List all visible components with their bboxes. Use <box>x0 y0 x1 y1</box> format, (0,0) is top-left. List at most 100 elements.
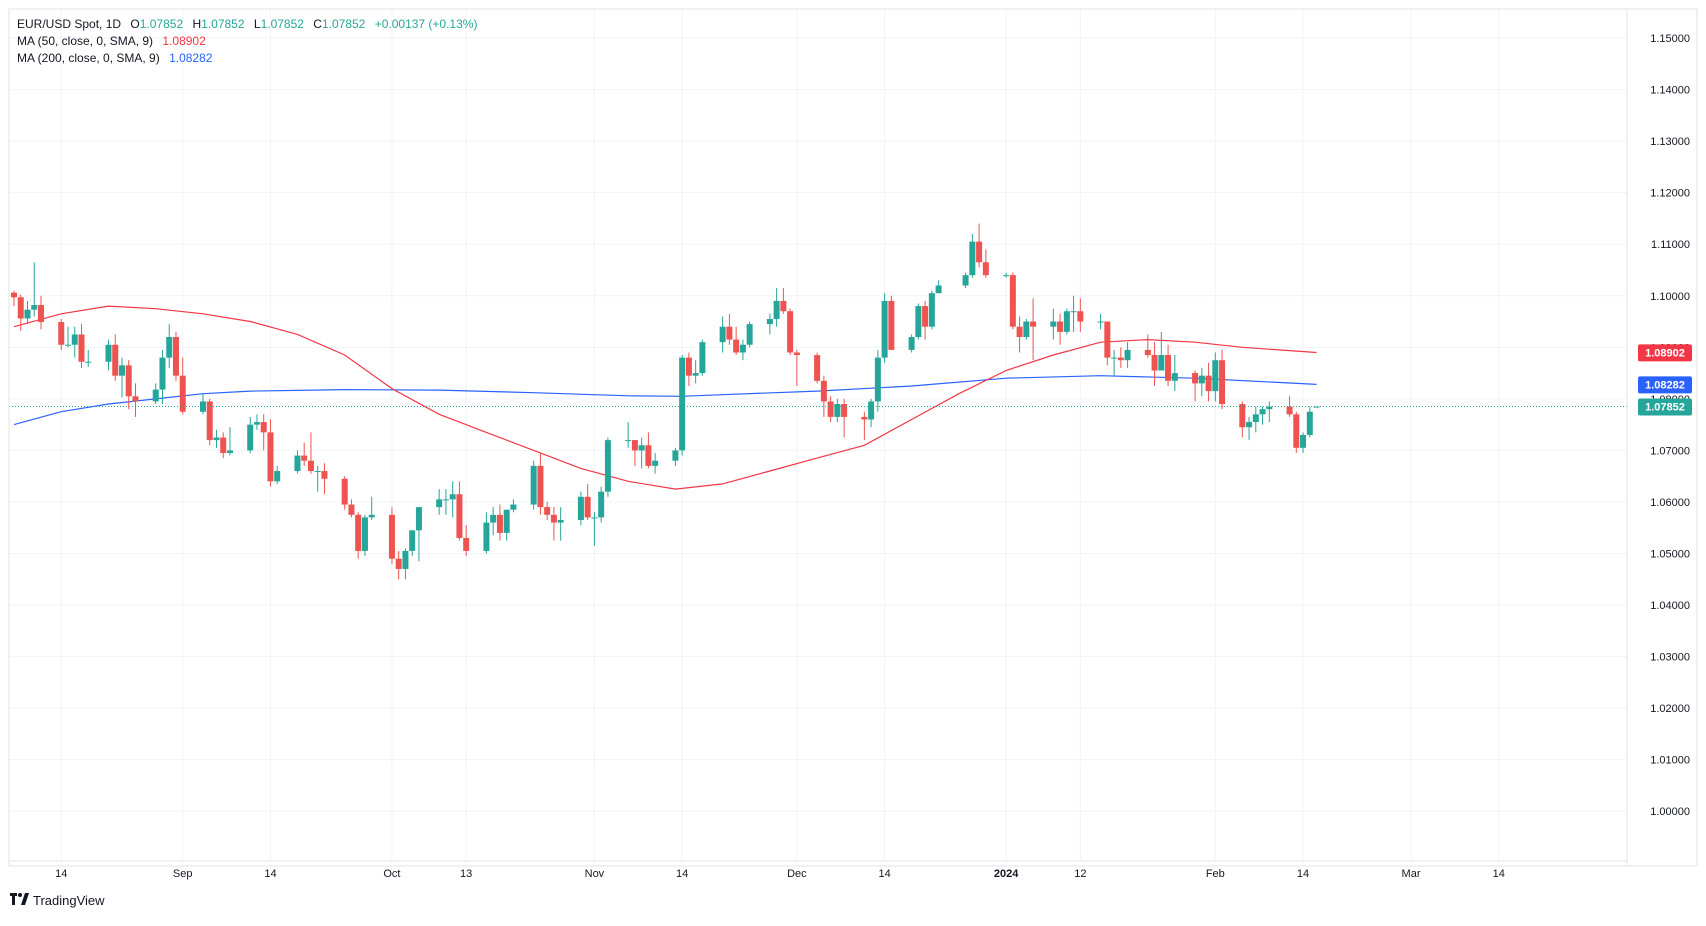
candle-body <box>922 306 929 327</box>
candle-up <box>1306 406 1313 438</box>
candle-up <box>152 383 159 405</box>
legend-open: 1.07852 <box>139 17 184 31</box>
x-tick-label: 13 <box>460 868 472 880</box>
legend-high: 1.07852 <box>201 17 245 31</box>
candle-body <box>368 514 375 518</box>
candle-down <box>132 383 139 417</box>
candle-up <box>834 398 841 423</box>
legend-ma50-value: 1.08902 <box>162 34 206 48</box>
candle-up <box>510 499 517 513</box>
candle-body <box>1300 434 1307 448</box>
candle-body <box>1158 355 1165 371</box>
candle-body <box>1306 411 1313 435</box>
candle-down <box>17 294 24 331</box>
candle-body <box>557 519 564 523</box>
candle-up <box>1158 331 1165 371</box>
candle-up <box>490 507 497 536</box>
candle-up <box>1097 313 1104 330</box>
candle-up <box>24 300 31 325</box>
candle-down <box>1104 321 1111 366</box>
candle-up <box>557 507 564 541</box>
candle-body <box>652 460 659 466</box>
candle-down <box>1239 401 1246 438</box>
candle-body <box>294 455 301 472</box>
candle-up <box>962 272 969 289</box>
candle-up <box>314 465 321 492</box>
price-label-bg <box>1638 376 1692 394</box>
candle-body <box>692 373 699 376</box>
candle-body <box>1171 373 1178 381</box>
candle-body <box>132 396 139 402</box>
candle-up <box>604 437 611 497</box>
y-tick-label: 1.13000 <box>1650 136 1690 148</box>
legend-symbol-row[interactable]: EUR/USD Spot, 1D O1.07852 H1.07852 L1.07… <box>17 16 477 33</box>
candle-down <box>267 419 274 487</box>
x-tick-label: 14 <box>1297 868 1309 880</box>
candle-up <box>253 414 260 430</box>
candle-body <box>530 465 537 505</box>
legend-symbol[interactable]: EUR/USD Spot, 1D <box>17 17 122 31</box>
candle-down <box>1077 298 1084 332</box>
candle-body <box>1003 275 1010 277</box>
price-label-ma-200: 1.08282 <box>1638 376 1692 394</box>
candle-body <box>604 440 611 492</box>
candle-body <box>402 550 409 569</box>
candle-body <box>1259 409 1266 415</box>
candle-down <box>814 352 821 384</box>
candle-up <box>85 349 92 367</box>
candle-up <box>436 489 443 515</box>
candle-down <box>355 512 362 559</box>
candle-body <box>793 352 800 356</box>
candle-body <box>685 357 692 376</box>
legend-ma200-label[interactable]: MA (200, close, 0, SMA, 9) <box>17 51 160 65</box>
candle-body <box>1009 275 1016 327</box>
x-tick-label: 14 <box>264 868 276 880</box>
candle-body <box>874 357 881 402</box>
candle-body <box>415 507 422 531</box>
legend-ma200-row[interactable]: MA (200, close, 0, SMA, 9) 1.08282 <box>17 50 477 67</box>
candle-body <box>37 305 44 323</box>
candle-down <box>220 432 227 459</box>
candle-body <box>199 401 206 412</box>
candle-body <box>733 339 740 353</box>
legend-ma50-label[interactable]: MA (50, close, 0, SMA, 9) <box>17 34 154 48</box>
candle-body <box>1198 375 1205 384</box>
candle-body <box>456 494 463 539</box>
candle-down <box>179 357 186 415</box>
candle-down <box>827 396 834 423</box>
candle-body <box>1111 357 1118 359</box>
candle-up <box>935 280 942 294</box>
candle-up <box>409 530 416 557</box>
candle-body <box>1293 414 1300 448</box>
candle-body <box>220 437 227 453</box>
candle-up <box>361 514 368 557</box>
candle-down <box>496 504 503 541</box>
candle-down <box>888 295 895 350</box>
candle-up <box>692 360 699 384</box>
candle-down <box>793 349 800 386</box>
candle-body <box>1057 321 1064 332</box>
y-tick-label: 1.10000 <box>1650 291 1690 303</box>
candle-body <box>355 514 362 551</box>
candle-body <box>247 424 254 451</box>
tradingview-logo-icon <box>10 893 30 908</box>
candle-body <box>1124 349 1131 361</box>
candle-body <box>598 491 605 518</box>
candle-up <box>577 491 584 526</box>
candle-body <box>105 344 112 362</box>
candle-body <box>1023 321 1030 338</box>
candle-down <box>685 352 692 386</box>
candle-body <box>550 514 557 523</box>
candle-down <box>1165 344 1172 386</box>
candle-down <box>631 440 638 466</box>
candle-up <box>739 339 746 361</box>
candle-down <box>112 334 119 381</box>
candle-down <box>78 324 85 368</box>
brand-footer[interactable]: TradingView <box>10 893 105 908</box>
candle-up <box>1259 406 1266 425</box>
candle-up <box>773 288 780 327</box>
legend-ma50-row[interactable]: MA (50, close, 0, SMA, 9) 1.08902 <box>17 33 477 50</box>
candle-up <box>105 339 112 371</box>
